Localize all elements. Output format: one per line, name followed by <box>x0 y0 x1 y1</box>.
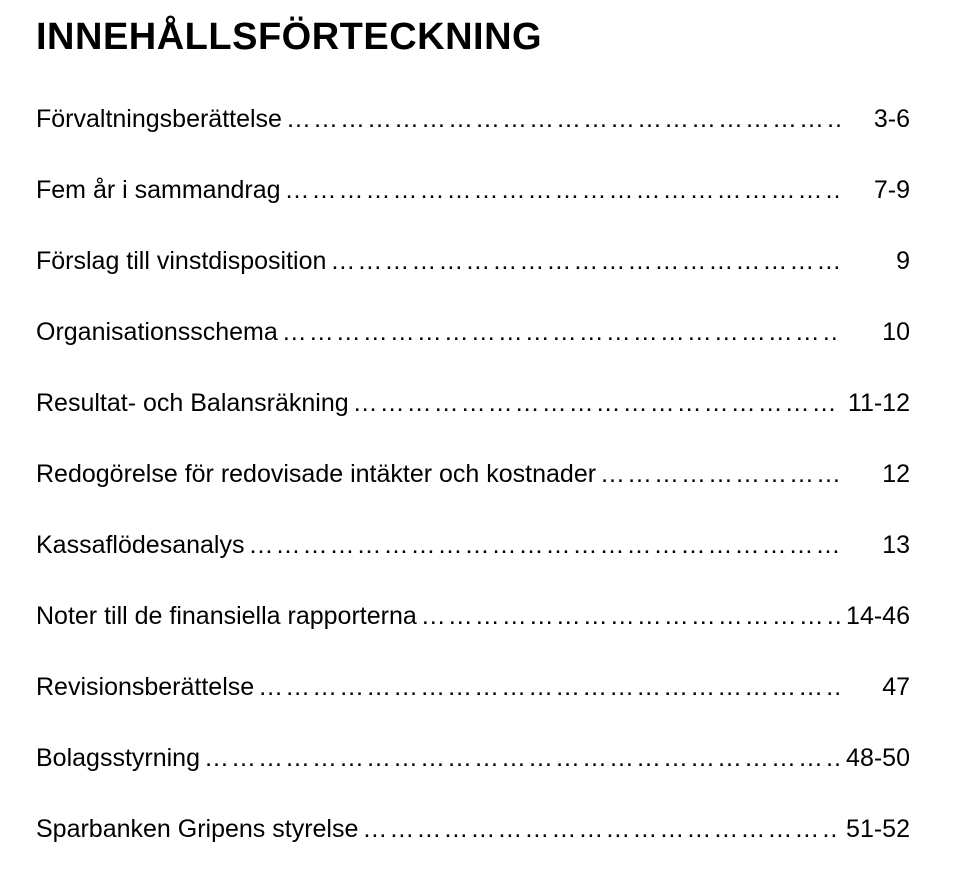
toc-label: Fem år i sammandrag <box>36 178 281 203</box>
toc-page-number: 51-52 <box>840 817 910 842</box>
toc-label: Kassaflödesanalys <box>36 533 244 558</box>
toc-leader: …………………………………………………………………………………………………………… <box>596 462 840 487</box>
toc-label: Noter till de finansiella rapporterna <box>36 604 417 629</box>
toc-row: Noter till de finansiella rapporterna………… <box>36 604 910 629</box>
toc-page-number: 47 <box>840 675 910 700</box>
toc-row: Organisationsschema………………………………………………………… <box>36 320 910 345</box>
toc-page-number: 11-12 <box>840 391 910 416</box>
table-of-contents: Förvaltningsberättelse………………………………………………… <box>36 107 910 842</box>
toc-leader: …………………………………………………………………………………………………………… <box>358 817 840 842</box>
toc-leader: …………………………………………………………………………………………………………… <box>254 675 840 700</box>
toc-leader: …………………………………………………………………………………………………………… <box>278 320 840 345</box>
toc-label: Resultat- och Balansräkning <box>36 391 349 416</box>
toc-row: Fem år i sammandrag………………………………………………………… <box>36 178 910 203</box>
toc-label: Bolagsstyrning <box>36 746 200 771</box>
toc-row: Sparbanken Gripens styrelse…………………………………… <box>36 817 910 842</box>
toc-label: Förslag till vinstdisposition <box>36 249 326 274</box>
toc-row: Förslag till vinstdisposition……………………………… <box>36 249 910 274</box>
toc-leader: …………………………………………………………………………………………………………… <box>326 249 840 274</box>
document-page: INNEHÅLLSFÖRTECKNING Förvaltningsberätte… <box>0 0 960 879</box>
toc-label: Revisionsberättelse <box>36 675 254 700</box>
toc-row: Redogörelse för redovisade intäkter och … <box>36 462 910 487</box>
toc-row: Kassaflödesanalys……………………………………………………………… <box>36 533 910 558</box>
page-title: INNEHÅLLSFÖRTECKNING <box>36 16 910 59</box>
toc-page-number: 14-46 <box>840 604 910 629</box>
toc-label: Sparbanken Gripens styrelse <box>36 817 358 842</box>
toc-label: Redogörelse för redovisade intäkter och … <box>36 462 596 487</box>
toc-row: Förvaltningsberättelse………………………………………………… <box>36 107 910 132</box>
toc-leader: …………………………………………………………………………………………………………… <box>417 604 840 629</box>
toc-page-number: 3-6 <box>840 107 910 132</box>
toc-row: Resultat- och Balansräkning…………………………………… <box>36 391 910 416</box>
toc-page-number: 48-50 <box>840 746 910 771</box>
toc-page-number: 13 <box>840 533 910 558</box>
toc-page-number: 7-9 <box>840 178 910 203</box>
toc-label: Organisationsschema <box>36 320 278 345</box>
toc-leader: …………………………………………………………………………………………………………… <box>200 746 840 771</box>
toc-page-number: 9 <box>840 249 910 274</box>
toc-leader: …………………………………………………………………………………………………………… <box>349 391 840 416</box>
toc-page-number: 10 <box>840 320 910 345</box>
toc-leader: …………………………………………………………………………………………………………… <box>281 178 840 203</box>
toc-leader: …………………………………………………………………………………………………………… <box>244 533 840 558</box>
toc-leader: …………………………………………………………………………………………………………… <box>282 107 840 132</box>
toc-row: Revisionsberättelse………………………………………………………… <box>36 675 910 700</box>
toc-label: Förvaltningsberättelse <box>36 107 282 132</box>
toc-row: Bolagsstyrning……………………………………………………………………… <box>36 746 910 771</box>
toc-page-number: 12 <box>840 462 910 487</box>
